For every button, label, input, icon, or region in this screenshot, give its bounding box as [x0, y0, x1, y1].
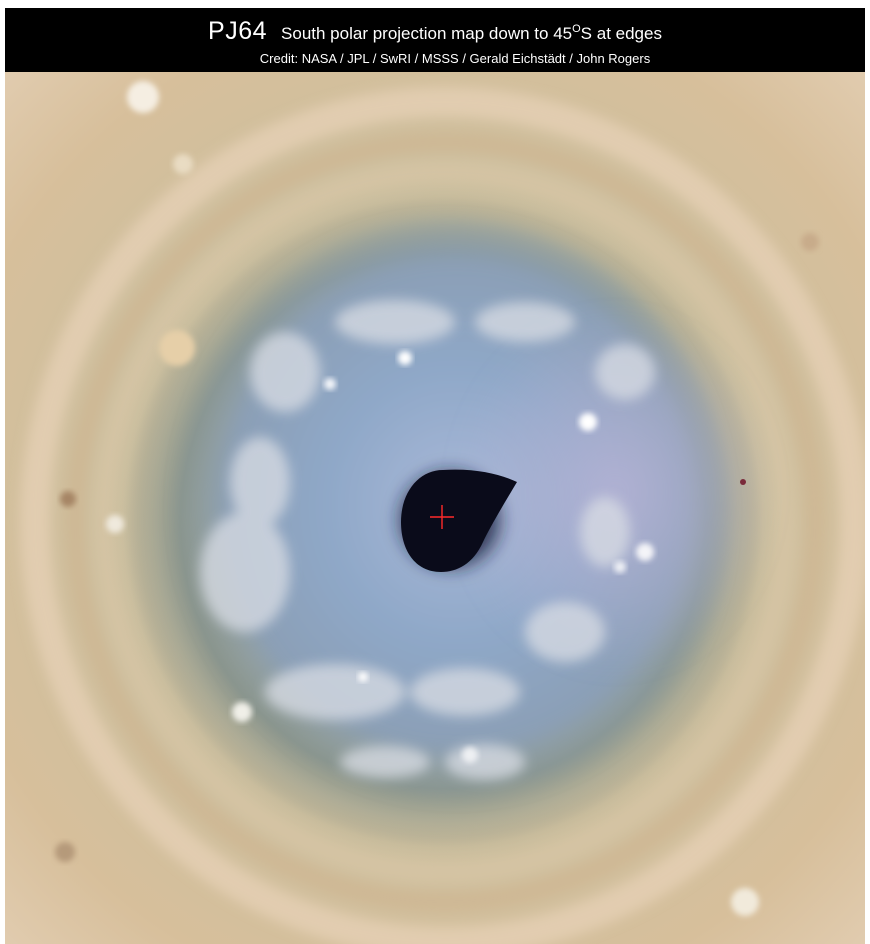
pole-marker	[430, 505, 454, 529]
map-description-suffix: S at edges	[580, 24, 662, 43]
degree-symbol: O	[572, 23, 581, 35]
outer-cloud-bands	[20, 87, 865, 944]
map-description: South polar projection map down to 45OS …	[281, 23, 662, 43]
polar-map-frame: PJ64 South polar projection map down to 4…	[5, 8, 865, 944]
polar-dark-spot	[390, 462, 517, 578]
jupiter-south-pole-image	[5, 72, 865, 944]
title-line: PJ64 South polar projection map down to 4…	[5, 17, 865, 46]
small-storms	[55, 81, 819, 916]
credit-line: Credit: NASA / JPL / SwRI / MSSS / Geral…	[259, 51, 651, 66]
perijove-label: PJ64	[208, 17, 268, 45]
map-description-prefix: South polar projection map down to 45	[281, 24, 573, 43]
title-banner: PJ64 South polar projection map down to 4…	[5, 8, 865, 72]
